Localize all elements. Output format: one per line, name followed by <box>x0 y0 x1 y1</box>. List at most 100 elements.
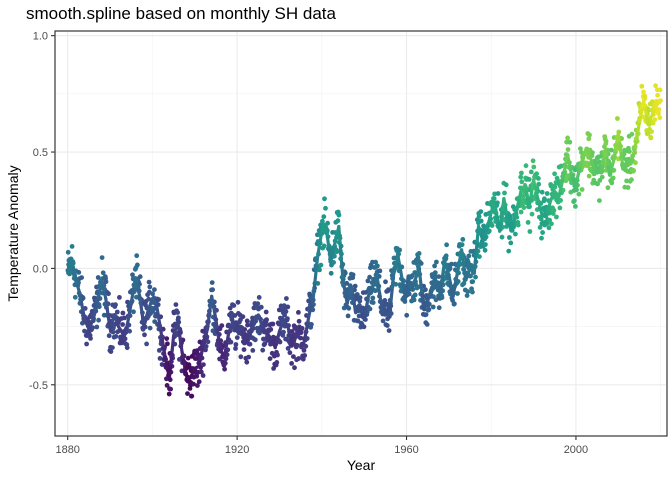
spline-segment <box>177 330 183 344</box>
data-point <box>274 360 280 365</box>
data-point <box>558 198 563 203</box>
data-point <box>433 297 439 303</box>
data-point <box>65 249 71 255</box>
x-tick-label: 1920 <box>225 444 249 456</box>
data-point <box>631 168 636 173</box>
data-point <box>94 324 100 330</box>
data-point <box>386 328 392 333</box>
data-point <box>578 146 583 152</box>
data-point <box>449 261 454 267</box>
data-point <box>551 207 557 213</box>
data-point <box>95 275 101 280</box>
data-point <box>96 317 101 323</box>
data-point <box>478 209 484 215</box>
data-point <box>424 322 430 327</box>
x-tick-label: 1880 <box>55 444 79 456</box>
spline-segment <box>419 280 424 297</box>
data-point <box>323 205 328 211</box>
data-point <box>521 205 527 211</box>
spline-segment <box>176 320 181 334</box>
data-point <box>88 336 93 341</box>
data-point <box>503 182 509 188</box>
spline-segment <box>616 131 622 146</box>
data-point <box>164 376 169 382</box>
spline-segment <box>214 318 219 332</box>
data-point <box>209 280 215 285</box>
data-point <box>235 299 241 305</box>
data-point <box>122 336 128 342</box>
data-point <box>482 247 488 253</box>
data-point <box>538 216 544 222</box>
data-point <box>370 295 376 301</box>
data-point <box>287 350 293 356</box>
data-point <box>554 214 559 220</box>
plot-panel <box>54 30 668 437</box>
data-point <box>189 393 195 399</box>
data-point <box>526 177 532 182</box>
data-point <box>397 247 402 253</box>
data-point <box>656 111 661 116</box>
data-point <box>164 336 170 341</box>
y-tick-label: -0.5 <box>29 380 48 392</box>
data-point <box>325 220 330 226</box>
data-point <box>336 212 342 218</box>
data-point <box>530 158 536 164</box>
data-point <box>268 327 274 332</box>
spline-segment <box>390 271 396 289</box>
data-point <box>452 301 457 307</box>
x-tick-label: 2000 <box>564 444 588 456</box>
data-point <box>542 196 547 202</box>
data-point <box>103 279 109 285</box>
data-point <box>285 346 291 351</box>
data-point <box>108 349 114 354</box>
data-point <box>624 178 629 184</box>
data-point <box>470 279 476 284</box>
data-point <box>210 287 216 293</box>
data-point <box>156 297 162 302</box>
x-tick-label: 1960 <box>394 444 418 456</box>
data-point <box>384 301 390 307</box>
data-point <box>361 324 367 330</box>
spline-segment <box>217 338 222 352</box>
data-point <box>537 225 543 230</box>
data-point <box>234 335 240 340</box>
data-point <box>228 339 234 345</box>
data-point <box>262 341 268 347</box>
data-point <box>383 279 388 285</box>
spline-segment <box>653 101 659 109</box>
data-point <box>166 391 172 397</box>
data-point <box>476 214 482 219</box>
data-point <box>657 115 663 121</box>
y-tick-label: 1.0 <box>33 31 48 43</box>
data-point <box>256 295 262 300</box>
data-point <box>260 347 266 353</box>
data-point <box>222 366 228 372</box>
data-point <box>657 87 663 93</box>
data-point <box>244 318 250 324</box>
data-point <box>345 313 351 319</box>
data-point <box>299 326 305 331</box>
data-point <box>466 253 472 259</box>
data-point <box>195 383 200 388</box>
data-point <box>460 237 466 242</box>
spline-segment <box>417 266 423 284</box>
data-point <box>344 280 350 286</box>
spline-segment <box>179 340 184 354</box>
spline-segment <box>105 307 111 321</box>
data-point <box>296 318 302 324</box>
data-point <box>291 354 296 359</box>
data-point <box>250 348 256 353</box>
data-point <box>185 391 190 396</box>
data-point <box>447 266 453 271</box>
data-point <box>298 330 304 335</box>
data-point <box>72 294 78 300</box>
spline-segment <box>205 316 211 331</box>
data-point <box>284 296 289 301</box>
data-point <box>258 304 264 310</box>
data-point <box>120 322 125 327</box>
data-point <box>603 138 609 144</box>
spline-segment <box>170 334 176 352</box>
data-point <box>84 341 89 347</box>
data-point <box>587 132 592 138</box>
data-point <box>625 185 631 190</box>
